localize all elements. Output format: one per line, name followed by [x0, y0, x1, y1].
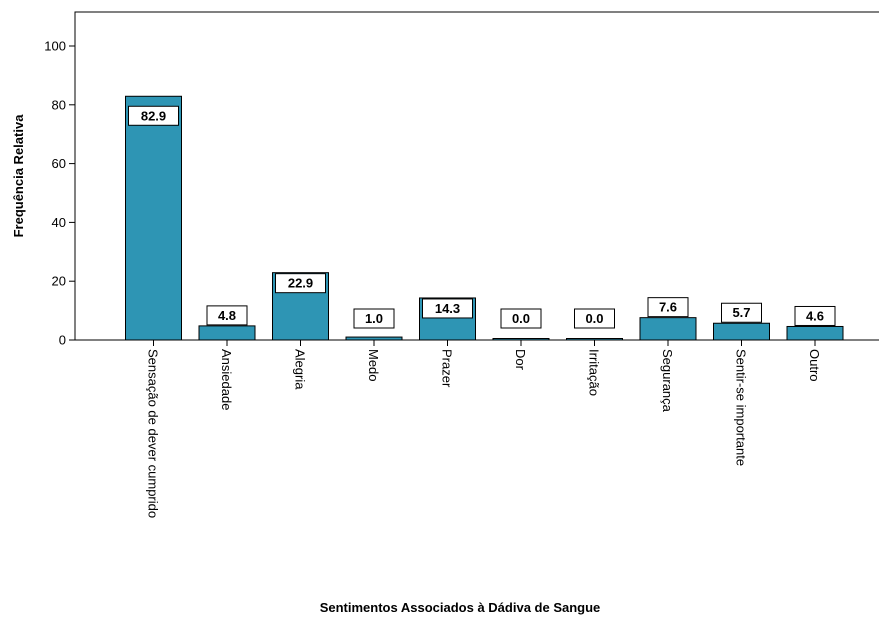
bar — [198, 325, 256, 341]
data-label-box — [353, 308, 395, 329]
data-label: 82.9 — [141, 108, 166, 123]
y-tick-label: 60 — [52, 156, 66, 171]
x-tick-label: Prazer — [440, 349, 455, 388]
data-label-box — [647, 297, 689, 318]
x-tick-label: Sensação de dever cumprido — [146, 349, 161, 518]
x-tick-label: Irritação — [587, 349, 602, 396]
plot-frame — [74, 11, 879, 341]
data-label: 7.6 — [659, 300, 677, 315]
x-tick-label: Medo — [366, 349, 381, 382]
x-tick-label: Alegria — [293, 349, 308, 390]
data-label-box — [206, 305, 248, 326]
data-label: 4.6 — [806, 308, 824, 323]
x-tick-label: Dor — [513, 349, 528, 371]
data-label-box — [574, 308, 615, 329]
x-tick-label: Ansiedade — [219, 349, 234, 410]
data-label-box — [128, 105, 179, 126]
data-label-box — [275, 273, 326, 294]
y-tick-label: 80 — [52, 97, 66, 112]
data-label: 14.3 — [435, 301, 460, 316]
data-label-box — [794, 305, 836, 326]
x-tick-label: Segurança — [660, 349, 675, 413]
bar — [125, 95, 182, 341]
data-label: 0.0 — [585, 311, 603, 326]
x-tick-label: Sentir-se importante — [734, 349, 749, 466]
data-label: 22.9 — [288, 276, 313, 291]
data-labels-group: 82.9 4.8 22.9 1.0 14.3 0.0 0.0 7.6 5.7 4.6 — [128, 105, 836, 329]
y-axis: 0 20 40 60 80 100 — [44, 39, 75, 348]
bar — [786, 325, 844, 341]
data-label: 5.7 — [732, 305, 750, 320]
data-label: 0.0 — [512, 311, 530, 326]
data-label: 4.8 — [218, 308, 236, 323]
x-axis-title: Sentimentos Associados à Dádiva de Sangu… — [320, 600, 601, 615]
y-tick-label: 20 — [52, 274, 66, 289]
y-axis-title: Frequência Relativa — [11, 114, 26, 238]
x-axis: Sensação de dever cumprido Ansiedade Alegr… — [146, 340, 822, 518]
bar — [639, 317, 697, 341]
data-label: 1.0 — [365, 311, 383, 326]
data-label-box — [422, 298, 473, 319]
x-tick-label: Outro — [807, 349, 822, 382]
plot-area — [74, 11, 879, 341]
bar — [713, 322, 770, 341]
y-tick-label: 40 — [52, 215, 66, 230]
data-label-box — [721, 302, 762, 323]
y-tick-label: 100 — [44, 39, 66, 54]
y-tick-label: 0 — [59, 333, 66, 348]
data-label-box — [500, 308, 542, 329]
